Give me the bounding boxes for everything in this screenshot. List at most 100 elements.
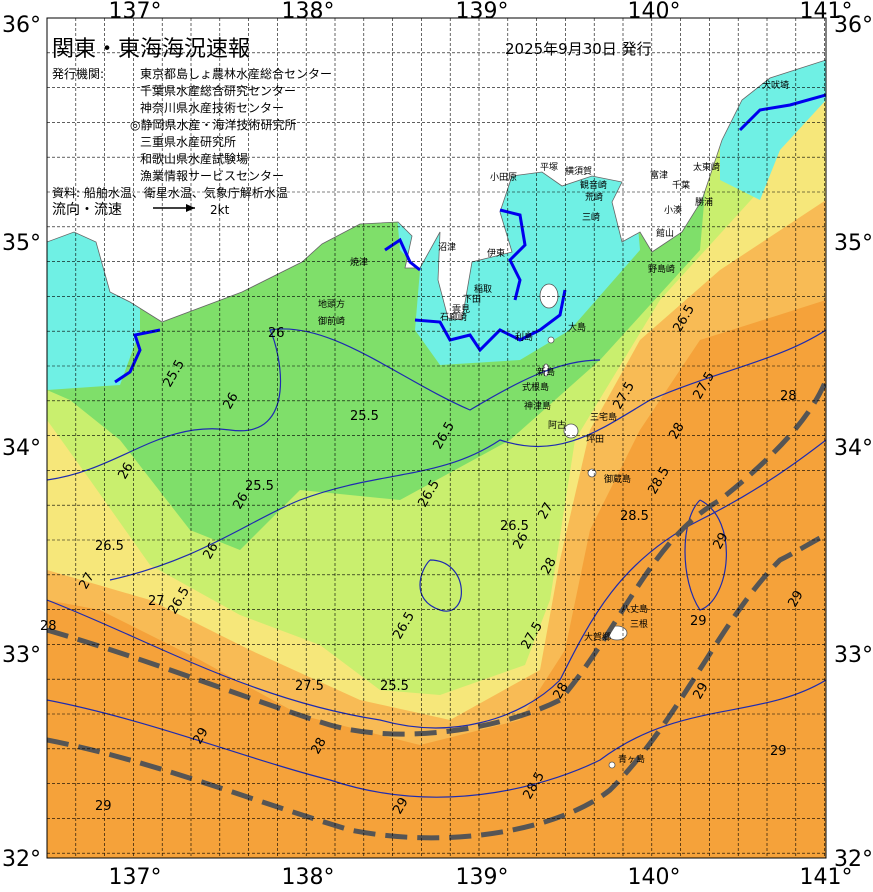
place-name: 大賀郷 <box>584 631 611 643</box>
place-name: 富津 <box>650 169 668 181</box>
contour-label: 27.5 <box>295 679 324 694</box>
lat-label: 33° <box>834 643 873 668</box>
contour-label: 26 <box>115 460 136 482</box>
place-name: 荒崎 <box>585 191 603 203</box>
place-name: 下田 <box>463 294 481 305</box>
land <box>47 18 826 323</box>
place-name: 沼津 <box>438 242 456 253</box>
contour-label: 28 <box>550 680 571 702</box>
contour-label: 26 <box>220 390 241 412</box>
place-name: 平塚 <box>540 162 558 173</box>
lat-label: 34° <box>2 436 41 461</box>
contour-label: 29 <box>690 614 707 629</box>
contour-label: 28 <box>666 420 687 442</box>
island <box>563 423 579 439</box>
contour-label: 29 <box>690 680 711 702</box>
place-name: 伊東 <box>487 247 505 259</box>
place-name: 石廊崎 <box>440 311 467 323</box>
contour-label: 29 <box>95 799 112 814</box>
title: 関東・東海海況速報 <box>52 37 250 62</box>
island <box>608 761 616 769</box>
place-name: 大島 <box>568 321 586 333</box>
contour-line <box>47 679 826 798</box>
lon-label: 139° <box>456 865 509 888</box>
place-name: 三崎 <box>582 211 600 223</box>
issue-date: 2025年9月30日 発行 <box>505 40 652 58</box>
lat-label: 32° <box>834 847 873 872</box>
front-line <box>499 208 527 301</box>
place-name: 稲取 <box>474 283 492 295</box>
lat-label: 34° <box>834 436 873 461</box>
place-name: 三根 <box>630 618 648 630</box>
lon-label: 137° <box>109 865 162 888</box>
place-name: 雲見 <box>452 304 470 315</box>
agency: 神奈川県水産技術センター <box>140 100 284 115</box>
place-name: 太東崎 <box>693 161 720 173</box>
lon-label: 141° <box>800 0 853 24</box>
lon-label: 141° <box>800 865 853 888</box>
place-name: 新島 <box>537 366 555 378</box>
front-line <box>738 93 826 132</box>
island <box>539 283 559 309</box>
contour-label: 26 <box>200 540 221 562</box>
front-line <box>114 328 161 384</box>
contour-label: 28 <box>780 389 797 404</box>
contour-line <box>684 499 727 611</box>
place-name: 阿古 <box>548 419 566 431</box>
contour-label: 28 <box>308 735 329 757</box>
sea <box>47 18 826 858</box>
lon-label: 138° <box>282 865 335 888</box>
kuroshio-axis <box>47 379 826 737</box>
place-name: 小湊 <box>664 204 682 216</box>
contour-label: 29 <box>190 725 211 747</box>
contour-label: 28 <box>40 619 57 634</box>
contour-label: 26 <box>268 326 285 341</box>
contour-label: 26.5 <box>500 519 529 534</box>
flow-scale-arrowhead <box>186 204 195 212</box>
contour-label: 29 <box>785 588 806 610</box>
kuroshio-axis <box>47 532 826 841</box>
agency: 三重県水産研究所 <box>140 134 236 149</box>
contour-label: 26 <box>510 530 531 552</box>
lat-label: 33° <box>2 643 41 668</box>
contour-label: 29 <box>710 530 731 552</box>
contour-label: 27 <box>535 500 556 522</box>
contour-label: 25.5 <box>380 679 409 694</box>
place-name: 館山 <box>656 227 674 239</box>
lat-label: 36° <box>2 13 41 38</box>
agency: 千葉県水産総合研究センター <box>140 83 296 98</box>
contour-label: 26 <box>230 490 251 512</box>
lat-label: 32° <box>2 847 41 872</box>
place-name: 観音崎 <box>580 179 607 191</box>
island <box>547 336 555 344</box>
contour-label: 26.5 <box>95 539 124 554</box>
place-name: 式根島 <box>522 381 549 393</box>
place-name: 御前崎 <box>318 315 345 327</box>
grid <box>47 18 826 858</box>
lon-label: 140° <box>628 0 681 24</box>
contour-label: 25.5 <box>245 479 274 494</box>
place-name: 利島 <box>515 331 533 343</box>
agency-label: 発行機関: <box>52 66 104 81</box>
place-name: 犬吠埼 <box>762 79 789 91</box>
lat-label: 36° <box>834 13 873 38</box>
place-name: 神津島 <box>524 400 551 412</box>
place-name: 千葉 <box>672 179 690 191</box>
place-name: 青ヶ島 <box>618 753 645 765</box>
lon-label: 137° <box>109 0 162 24</box>
lat-label: 35° <box>834 231 873 256</box>
contour-label: 29 <box>390 795 411 817</box>
contour-label: 28.5 <box>620 509 649 524</box>
contour-label: 28 <box>538 555 559 577</box>
agency: 漁業情報サービスセンター <box>140 169 284 183</box>
place-name: 地頭方 <box>318 298 345 310</box>
lat-label: 35° <box>2 231 41 256</box>
agency: 東京都島しょ農林水産総合センター <box>140 66 332 81</box>
place-name: 小田原 <box>490 172 517 183</box>
contour-line <box>47 439 826 729</box>
flow-label: 流向・流速 <box>52 202 122 218</box>
lon-label: 139° <box>456 0 509 24</box>
